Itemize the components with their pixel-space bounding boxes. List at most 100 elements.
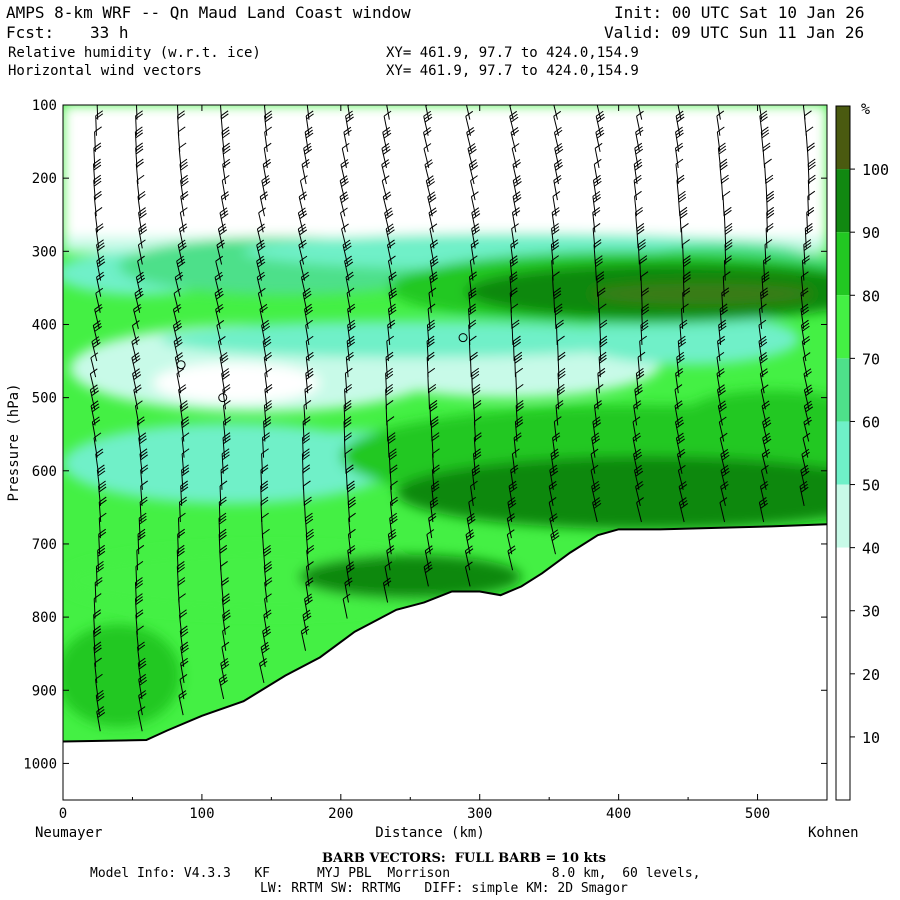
barb-staff [346,341,350,362]
barb-staff [218,679,225,700]
barb-flag [221,126,230,133]
barb-flag [550,467,558,474]
barb-flag [474,416,482,422]
barb-staff [93,630,96,651]
barb-flag [388,309,397,316]
barb-flag [135,400,143,407]
barb-staff [507,550,514,571]
barb-staff [721,292,724,313]
barb-staff [140,469,143,490]
barb-flag [262,647,270,654]
barb-flag [514,435,522,442]
wind-barb [94,673,103,700]
barb-flag [801,309,810,316]
barb-staff [344,389,347,410]
barb-flag [681,303,689,310]
barb-flag [432,464,440,471]
barb-flag [634,384,643,390]
barb-flag [340,207,348,214]
barb-staff [677,470,684,490]
wind-barb [259,303,268,329]
barb-staff [722,276,725,297]
barb-flag [719,158,728,165]
barb-staff [763,260,766,281]
rh-region [590,283,814,304]
barb-flag [599,335,608,342]
wind-barb [718,319,727,346]
barb-legend: BARB VECTORS: FULL BARB = 10 kts [322,851,606,866]
barb-flag [305,528,314,535]
barb-flag [97,470,106,477]
barb-flag [678,193,686,200]
barb-staff [766,196,768,217]
wind-barb [550,448,560,474]
wind-barb [347,496,356,523]
barb-flag [633,158,642,165]
wind-barb [343,126,352,152]
barb-flag [472,386,481,393]
barb-staff [179,164,183,185]
barb-flag [635,206,643,213]
barb-staff [803,244,806,265]
barb-staff [340,212,346,233]
wind-barb [760,384,769,410]
barb-flag [177,261,186,268]
wind-barb [634,464,644,490]
barb-flag [510,113,518,120]
barb-flag [93,644,102,651]
barb-flag [180,631,189,638]
wind-barb [342,239,352,265]
barb-flag [135,148,144,155]
barb-flag [136,95,143,100]
barb-flag [467,515,476,522]
wind-barb [677,464,686,490]
barb-flag [219,352,228,358]
wind-barb [264,126,272,152]
barb-flag [178,387,187,393]
barb-staff [90,357,97,378]
barb-flag [96,709,105,715]
barb-flag [96,255,105,262]
barb-flag [423,143,432,149]
barb-staff [759,373,765,394]
barb-flag [513,335,521,342]
wind-barb [134,577,144,603]
wind-barb [758,497,768,523]
barb-flag [428,386,437,393]
barb-flag [386,545,395,551]
barb-staff [347,309,352,329]
barb-flag [93,628,102,635]
wind-barb [717,400,727,426]
barb-flag [514,357,523,364]
barb-flag [718,322,727,329]
barb-staff [98,518,101,539]
barb-flag [722,190,731,197]
barb-staff [382,582,389,603]
barb-flag [347,545,356,551]
calm-circle [176,360,186,370]
wind-barb [221,126,230,152]
barb-flag [94,207,103,213]
barb-staff [389,502,393,523]
barb-flag [221,660,229,667]
barb-flag [805,390,814,397]
barb-flag [390,480,398,487]
barb-flag [718,142,726,149]
barb-flag [94,577,103,583]
barb-staff [641,308,643,329]
wind-barb [514,351,523,378]
barb-flag [554,306,563,313]
wind-barb [344,577,353,603]
barb-staff [718,421,725,442]
barb-staff [136,550,139,571]
barb-flag [554,142,562,149]
barb-flag [218,336,226,342]
wind-barb [179,400,189,426]
barb-flag [177,528,185,535]
barb-staff [590,453,596,474]
barb-flag [634,387,643,393]
barb-flag [470,480,478,487]
y-tick-label: 100 [32,98,57,114]
barb-flag [341,223,349,230]
barb-flag [177,566,185,573]
